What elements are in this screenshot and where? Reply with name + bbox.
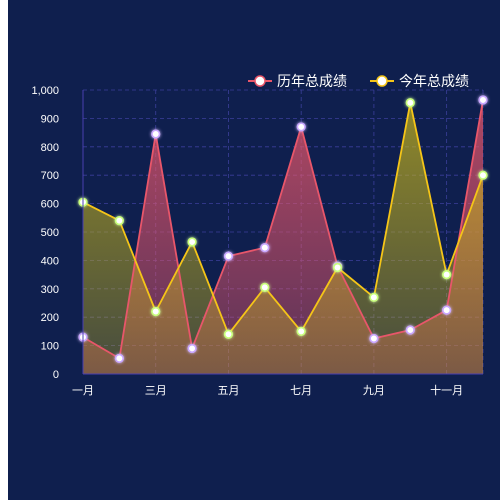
- data-point-series-1[interactable]: [405, 325, 415, 335]
- legend-dot-icon: [254, 75, 266, 87]
- data-point-series-2[interactable]: [151, 306, 161, 317]
- y-tick-label: 900: [41, 113, 59, 125]
- data-point-series-2[interactable]: [478, 170, 488, 180]
- data-point-series-2[interactable]: [260, 282, 270, 292]
- x-tick-label: 十一月: [430, 383, 463, 397]
- x-tick-label: 三月: [145, 384, 167, 397]
- series-line-2: [82, 101, 484, 336]
- y-tick-label: 800: [41, 142, 59, 154]
- data-point-series-2[interactable]: [187, 237, 197, 247]
- data-point-series-1[interactable]: [114, 353, 124, 363]
- data-point-series-1[interactable]: [223, 251, 234, 261]
- y-tick-label: 400: [41, 255, 59, 267]
- data-point-series-2[interactable]: [114, 216, 124, 226]
- data-point-series-2[interactable]: [332, 262, 343, 273]
- series-area-2: [83, 102, 483, 375]
- axes: 0 100 200 300 400 500 600 700 800 900 1,000 一月 三月 五月 七…: [31, 85, 483, 397]
- legend-item-2[interactable]: 今年总成绩: [370, 74, 469, 90]
- data-point-series-2[interactable]: [296, 326, 306, 337]
- y-tick-label: 100: [41, 341, 59, 353]
- y-tick-label: 600: [41, 199, 59, 211]
- y-tick-label: 500: [41, 227, 59, 239]
- data-point-series-1[interactable]: [187, 343, 197, 354]
- data-point-series-1[interactable]: [296, 122, 306, 132]
- legend-dot-icon: [376, 75, 388, 87]
- data-point-series-2[interactable]: [369, 292, 379, 302]
- series-lines: [82, 99, 484, 360]
- x-tick-label: 一月: [72, 384, 94, 397]
- series-line-1: [82, 99, 484, 360]
- data-point-series-1[interactable]: [478, 95, 488, 105]
- series-areas: [83, 99, 483, 375]
- data-point-series-1[interactable]: [369, 333, 379, 344]
- series-points: [78, 95, 488, 363]
- x-tick-label: 九月: [363, 384, 385, 397]
- y-tick-label: 300: [41, 284, 59, 296]
- legend-label: 今年总成绩: [399, 74, 469, 90]
- y-tick-label: 1,000: [31, 85, 59, 97]
- data-point-series-1[interactable]: [151, 129, 161, 139]
- x-tick-label: 五月: [217, 384, 239, 397]
- data-point-series-2[interactable]: [405, 98, 415, 108]
- data-point-series-1[interactable]: [260, 243, 270, 253]
- x-tick-label: 七月: [290, 384, 312, 397]
- y-tick-label: 700: [41, 170, 59, 182]
- legend-item-1[interactable]: 历年总成绩: [248, 74, 347, 90]
- data-point-series-2[interactable]: [442, 270, 452, 280]
- legend[interactable]: 历年总成绩 今年总成绩: [248, 74, 469, 90]
- data-point-series-1[interactable]: [442, 305, 452, 315]
- legend-label: 历年总成绩: [277, 74, 347, 90]
- y-tick-label: 200: [41, 312, 59, 324]
- y-tick-label: 0: [53, 369, 59, 381]
- data-point-series-2[interactable]: [223, 329, 234, 339]
